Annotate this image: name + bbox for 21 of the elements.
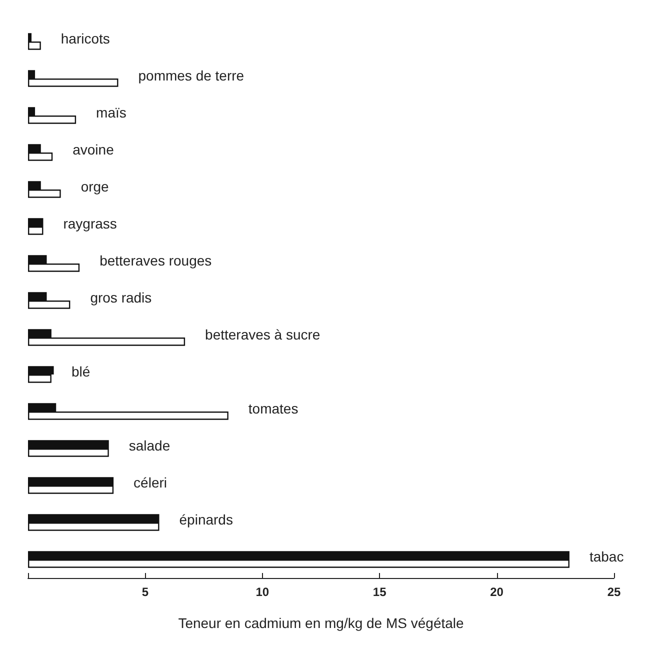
y-tick-label: raygrass: [63, 216, 117, 232]
y-tick-label: tomates: [248, 400, 298, 417]
x-tick-label: 25: [607, 585, 621, 599]
x-tick-label: 10: [256, 585, 270, 599]
x-tick-label: 5: [142, 585, 149, 599]
x-axis-title: Teneur en cadmium en mg/kg de MS végétale: [178, 615, 464, 631]
x-tick-label: 15: [372, 585, 387, 599]
y-tick-label: céleri: [134, 474, 168, 491]
y-tick-label: orge: [80, 178, 110, 195]
x-tick-label: 20: [490, 585, 504, 599]
y-tick-label: betteraves à sucre: [205, 326, 320, 343]
y-tick-label: salade: [128, 438, 170, 454]
y-tick-label: blé: [71, 364, 90, 380]
y-tick-label: betteraves rouges: [100, 252, 212, 269]
y-tick-label: avoine: [72, 142, 114, 158]
y-tick-label: haricots: [60, 30, 110, 47]
y-tick-label: épinards: [179, 512, 233, 528]
y-tick-label: maïs: [96, 104, 126, 121]
y-tick-label: tabac: [589, 548, 624, 565]
y-tick-label: gros radis: [90, 290, 152, 306]
y-tick-label: pommes de terre: [138, 68, 244, 84]
